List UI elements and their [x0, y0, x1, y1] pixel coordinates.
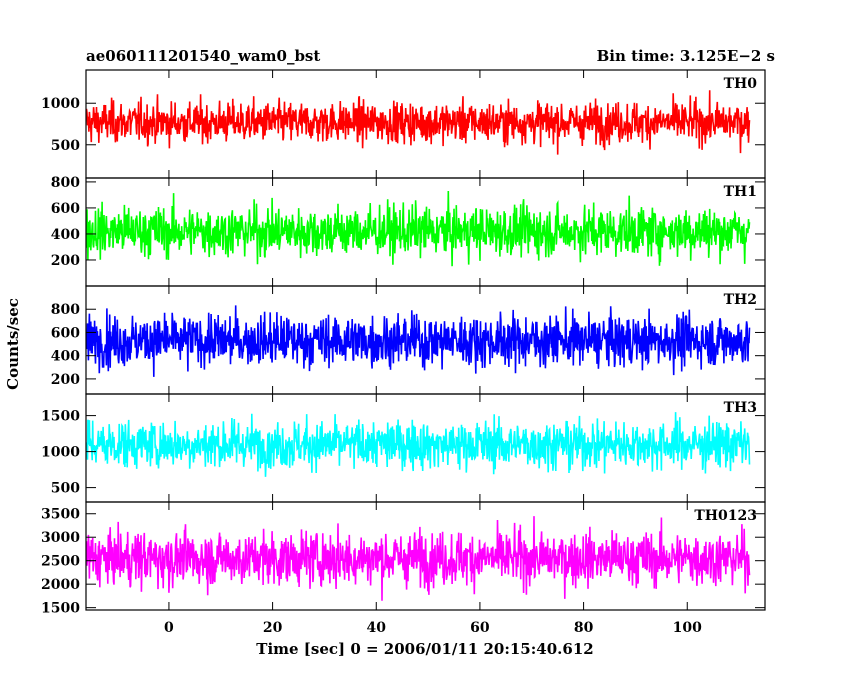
- y-tick-label: 400: [51, 349, 80, 365]
- y-tick-label: 600: [51, 325, 80, 341]
- x-tick-label: 40: [367, 620, 387, 636]
- y-tick-label: 200: [51, 253, 80, 269]
- y-tick-label: 1500: [41, 601, 80, 617]
- panel-label-th1: TH1: [724, 184, 757, 200]
- y-tick-label: 600: [51, 201, 80, 217]
- panel-label-th0: TH0: [724, 76, 758, 92]
- bin-time-label: Bin time: 3.125E−2 s: [597, 47, 775, 65]
- y-tick-label: 500: [51, 138, 80, 154]
- chart-title: ae060111201540_wam0_bst: [86, 47, 320, 65]
- x-tick-label: 60: [470, 620, 490, 636]
- series-line-th3: [85, 412, 751, 477]
- y-tick-label: 1500: [41, 409, 80, 425]
- series-line-th1: [85, 190, 751, 267]
- series-line-th0: [85, 90, 751, 155]
- y-tick-label: 800: [51, 302, 80, 318]
- panels-group: 5001000TH0200400600800TH1200400600800TH2…: [41, 69, 766, 636]
- y-tick-label: 1000: [41, 96, 80, 112]
- y-axis-label: Counts/sec: [4, 298, 22, 390]
- y-tick-label: 800: [51, 175, 80, 191]
- y-tick-label: 3500: [41, 507, 80, 523]
- x-tick-label: 100: [673, 620, 702, 636]
- y-tick-label: 1000: [41, 445, 80, 461]
- series-line-th0123: [85, 516, 751, 601]
- y-tick-label: 2500: [41, 554, 80, 570]
- series-line-th2: [85, 305, 751, 377]
- panel-label-th2: TH2: [724, 292, 757, 308]
- panel-label-th3: TH3: [724, 400, 757, 416]
- y-tick-label: 500: [51, 481, 80, 497]
- x-tick-label: 80: [574, 620, 594, 636]
- y-tick-label: 3000: [41, 530, 80, 546]
- y-tick-label: 400: [51, 227, 80, 243]
- panel-label-th0123: TH0123: [694, 508, 757, 524]
- y-tick-label: 200: [51, 372, 80, 388]
- x-tick-label: 20: [263, 620, 283, 636]
- x-tick-label: 0: [164, 620, 174, 636]
- panel-frame-th0123: [85, 501, 766, 611]
- x-axis-label: Time [sec] 0 = 2006/01/11 20:15:40.612: [256, 640, 593, 658]
- y-tick-label: 2000: [41, 577, 80, 593]
